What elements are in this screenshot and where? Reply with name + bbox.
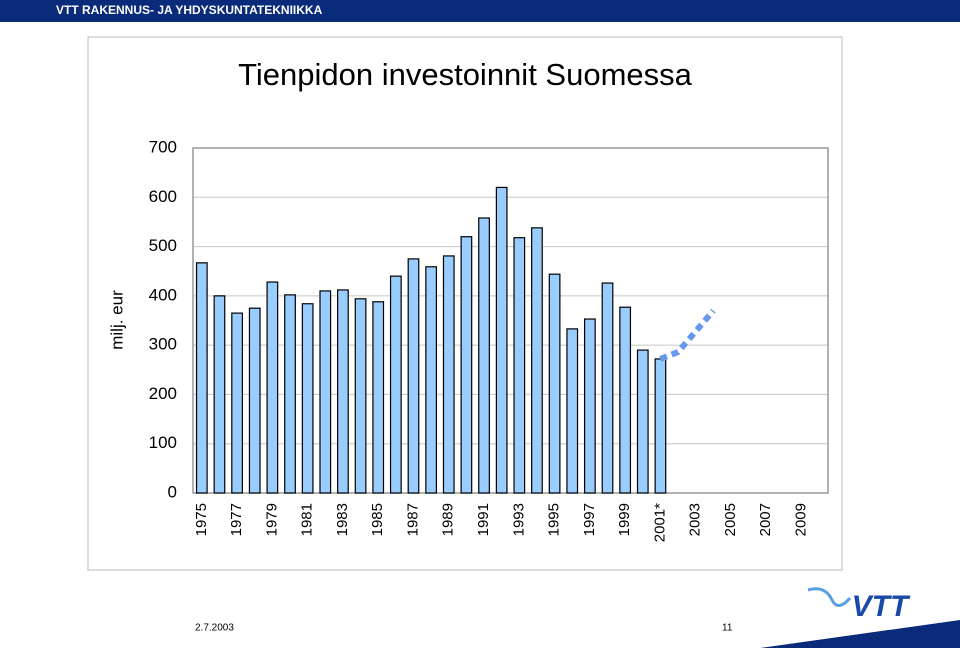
- bar: [231, 312, 243, 494]
- bar: [248, 307, 261, 494]
- x-tick-label: 1983: [334, 503, 351, 536]
- bar: [337, 289, 349, 494]
- y-tick-label: 200: [149, 384, 177, 403]
- bar: [442, 255, 455, 494]
- bar: [583, 318, 596, 494]
- y-tick-label: 400: [149, 285, 177, 304]
- y-tick-label: 0: [168, 482, 177, 501]
- logo: VTT: [852, 590, 911, 623]
- bar: [548, 273, 561, 494]
- footer-page: 11: [722, 623, 733, 634]
- bar: [425, 266, 438, 494]
- x-tick-label: 1991: [475, 503, 492, 536]
- chart-title: Tienpidon investoinnit Suomessa: [238, 57, 693, 92]
- bar: [654, 358, 667, 494]
- bar: [478, 217, 490, 494]
- header-bar: [0, 0, 960, 22]
- x-tick-label: 2001*: [651, 503, 668, 542]
- bar: [601, 282, 614, 494]
- bar: [301, 303, 314, 494]
- footer-date: 2.7.2003: [195, 623, 234, 634]
- x-tick-label: 1981: [299, 503, 316, 536]
- x-tick-label: 1995: [546, 503, 563, 536]
- x-tick-label: 1977: [228, 503, 245, 536]
- footer-swoosh: [760, 620, 960, 648]
- bar: [495, 186, 508, 494]
- bar: [389, 275, 402, 494]
- bar: [266, 281, 279, 494]
- y-axis-label: milj. eur: [107, 290, 126, 350]
- x-tick-label: 1993: [510, 503, 527, 536]
- bar: [195, 262, 208, 494]
- x-tick-label: 2003: [687, 503, 704, 536]
- x-tick-label: 1989: [440, 503, 457, 536]
- x-tick-label: 2007: [757, 503, 774, 536]
- x-tick-label: 1987: [404, 503, 421, 536]
- bar: [619, 306, 632, 494]
- y-tick-label: 600: [149, 187, 177, 206]
- x-tick-label: 1979: [263, 503, 280, 536]
- x-tick-label: 2009: [793, 503, 810, 536]
- x-tick-label: 1975: [193, 503, 210, 536]
- bar: [284, 294, 296, 494]
- bar: [372, 301, 385, 494]
- y-tick-label: 700: [149, 137, 177, 156]
- bar: [407, 258, 420, 494]
- header-title: VTT RAKENNUS- JA YHDYSKUNTATEKNIIKKA: [56, 3, 323, 17]
- plot-border: [192, 147, 829, 494]
- y-tick-label: 300: [149, 335, 177, 354]
- bar: [460, 236, 473, 494]
- x-tick-label: 1999: [616, 503, 633, 536]
- y-tick-label: 100: [149, 433, 177, 452]
- bar: [636, 349, 649, 494]
- logo-wave: [807, 587, 852, 607]
- bar: [319, 290, 332, 494]
- x-tick-label: 1997: [581, 503, 598, 536]
- bar: [531, 227, 543, 494]
- x-tick-label: 1985: [369, 503, 386, 536]
- bar: [213, 295, 226, 494]
- y-tick-label: 500: [149, 236, 177, 255]
- bar: [513, 237, 526, 494]
- bar: [354, 298, 367, 494]
- bar: [566, 328, 579, 494]
- x-tick-label: 2005: [722, 503, 739, 536]
